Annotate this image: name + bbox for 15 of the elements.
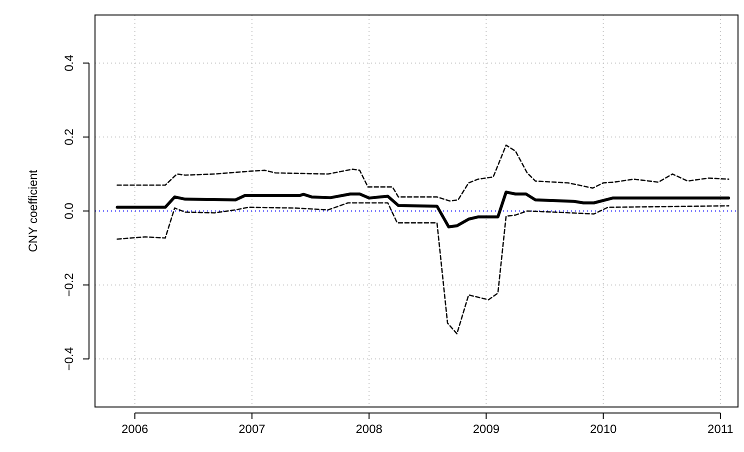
x-tick-label: 2009 — [472, 422, 500, 436]
line-series — [116, 202, 730, 334]
x-tick-label: 2008 — [356, 422, 383, 436]
line-series — [116, 144, 730, 202]
x-tick-label: 2010 — [590, 422, 617, 436]
y-tick-label: −0.4 — [62, 346, 76, 371]
y-tick-label: 0.2 — [62, 128, 76, 146]
x-tick-label: 2011 — [708, 422, 734, 436]
y-tick-label: 0.4 — [62, 54, 76, 72]
y-axis-title: CNY coefficient — [26, 169, 40, 252]
x-tick-label: 2006 — [121, 422, 148, 436]
line-series — [116, 190, 730, 228]
y-tick-label: 0.0 — [62, 202, 76, 220]
x-tick-label: 2007 — [238, 422, 266, 436]
y-tick-label: −0.2 — [62, 272, 76, 297]
